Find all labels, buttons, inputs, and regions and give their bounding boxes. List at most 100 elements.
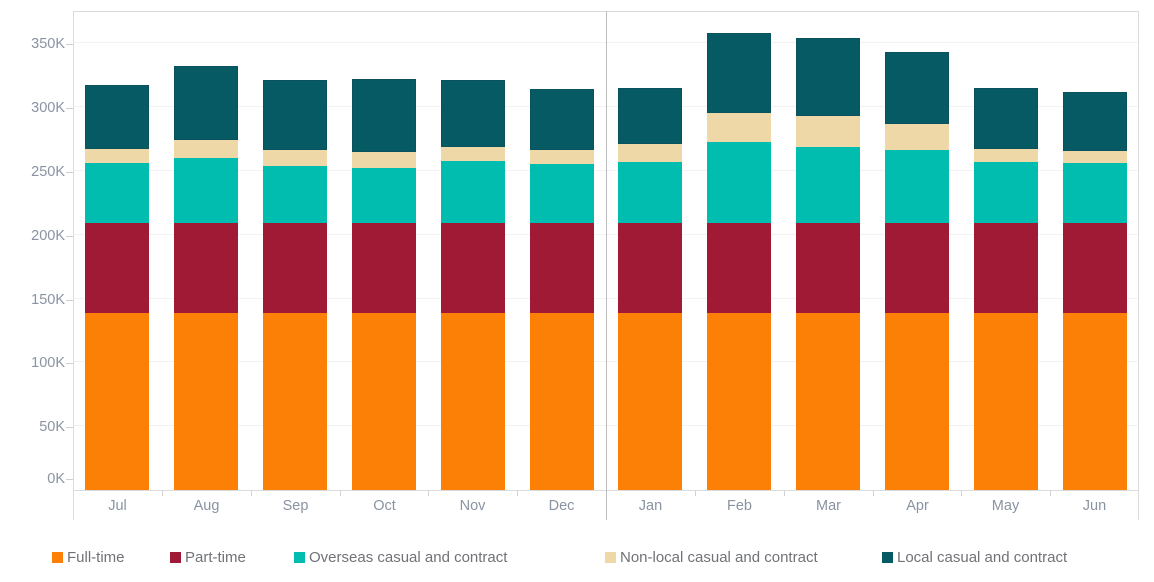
bar-segment[interactable] (263, 165, 327, 224)
legend-swatch-icon (52, 551, 63, 563)
bar-segment[interactable] (174, 312, 238, 490)
legend-item[interactable]: Local casual and contract (882, 548, 1067, 566)
x-tick-mark (1050, 491, 1051, 496)
bar-segment[interactable] (885, 123, 949, 151)
bar-segment[interactable] (707, 223, 771, 313)
bar-segment[interactable] (1063, 150, 1127, 164)
bar-segment[interactable] (441, 312, 505, 490)
bar-segment[interactable] (707, 33, 771, 114)
bar-segment[interactable] (796, 38, 860, 116)
bar-segment[interactable] (885, 312, 949, 490)
bar-segment[interactable] (974, 149, 1038, 163)
bar-group-aug (174, 66, 238, 490)
bar-segment[interactable] (618, 88, 682, 145)
bar-segment[interactable] (707, 312, 771, 490)
bar-segment[interactable] (441, 80, 505, 147)
bar-segment[interactable] (885, 150, 949, 224)
bar-segment[interactable] (174, 66, 238, 141)
bar-segment[interactable] (530, 150, 594, 165)
bar-segment[interactable] (85, 149, 149, 164)
legend-label: Overseas casual and contract (309, 548, 508, 566)
bar-segment[interactable] (263, 312, 327, 490)
bar-segment[interactable] (530, 89, 594, 151)
x-tick-mark (428, 491, 429, 496)
legend-swatch-icon (882, 551, 893, 563)
x-tick-label: Jan (638, 498, 663, 514)
bar-segment[interactable] (1063, 163, 1127, 224)
bar-segment[interactable] (707, 141, 771, 224)
bar-segment[interactable] (618, 223, 682, 313)
bar-segment[interactable] (796, 115, 860, 147)
bar-group-jun (1063, 92, 1127, 490)
bar-segment[interactable] (530, 164, 594, 224)
bar-segment[interactable] (796, 223, 860, 313)
bar-segment[interactable] (618, 144, 682, 162)
bar-segment[interactable] (796, 146, 860, 224)
bar-segment[interactable] (263, 223, 327, 313)
bar-segment[interactable] (352, 151, 416, 169)
bar-segment[interactable] (530, 312, 594, 490)
legend-label: Full-time (67, 548, 125, 566)
bar-segment[interactable] (85, 163, 149, 224)
bar-segment[interactable] (352, 168, 416, 224)
bar-group-jan (618, 88, 682, 490)
bar-segment[interactable] (796, 312, 860, 490)
bar-segment[interactable] (1063, 312, 1127, 490)
x-axis-band (73, 491, 1139, 520)
y-tick-mark (66, 44, 73, 45)
y-tick-label: 150K (31, 292, 65, 308)
bar-segment[interactable] (974, 162, 1038, 224)
bar-segment[interactable] (1063, 92, 1127, 151)
bar-group-jul (85, 85, 149, 490)
x-tick-label: Oct (373, 498, 396, 514)
bar-group-may (974, 88, 1038, 490)
bar-segment[interactable] (974, 312, 1038, 490)
y-tick-mark (66, 108, 73, 109)
panel-divider (606, 11, 607, 520)
bar-group-sep (263, 80, 327, 490)
bar-segment[interactable] (1063, 223, 1127, 313)
bar-segment[interactable] (441, 160, 505, 224)
bar-segment[interactable] (618, 312, 682, 490)
bar-segment[interactable] (352, 78, 416, 152)
legend-item[interactable]: Full-time (52, 548, 125, 566)
bar-group-dec (530, 89, 594, 490)
legend-item[interactable]: Part-time (170, 548, 246, 566)
x-tick-mark (251, 491, 252, 496)
bar-segment[interactable] (85, 223, 149, 313)
x-tick-label: May (991, 498, 1020, 514)
x-tick-mark (340, 491, 341, 496)
x-tick-mark (784, 491, 785, 496)
y-tick-label: 250K (31, 164, 65, 180)
bar-group-apr (885, 52, 949, 490)
y-tick-mark (66, 479, 73, 480)
bar-segment[interactable] (352, 312, 416, 490)
bar-segment[interactable] (974, 88, 1038, 150)
bar-segment[interactable] (441, 223, 505, 313)
legend-item[interactable]: Overseas casual and contract (294, 548, 507, 566)
bar-segment[interactable] (885, 223, 949, 313)
y-tick-label: 50K (39, 419, 65, 435)
bar-segment[interactable] (618, 162, 682, 224)
bar-segment[interactable] (174, 223, 238, 313)
bar-segment[interactable] (85, 312, 149, 490)
x-tick-mark (873, 491, 874, 496)
bar-segment[interactable] (263, 150, 327, 166)
bar-segment[interactable] (885, 52, 949, 124)
x-tick-label: Mar (816, 498, 841, 514)
y-tick-mark (66, 363, 73, 364)
bar-segment[interactable] (530, 223, 594, 313)
bar-segment[interactable] (352, 223, 416, 313)
x-tick-label: Aug (193, 498, 220, 514)
bar-segment[interactable] (174, 158, 238, 224)
legend-item[interactable]: Non-local casual and contract (605, 548, 818, 566)
x-tick-mark (695, 491, 696, 496)
bar-segment[interactable] (707, 113, 771, 142)
bar-segment[interactable] (174, 140, 238, 159)
y-tick-label: 0K (47, 471, 65, 487)
bar-segment[interactable] (974, 223, 1038, 313)
bar-segment[interactable] (263, 80, 327, 151)
bar-segment[interactable] (85, 85, 149, 150)
bar-segment[interactable] (441, 146, 505, 161)
y-tick-label: 200K (31, 228, 65, 244)
